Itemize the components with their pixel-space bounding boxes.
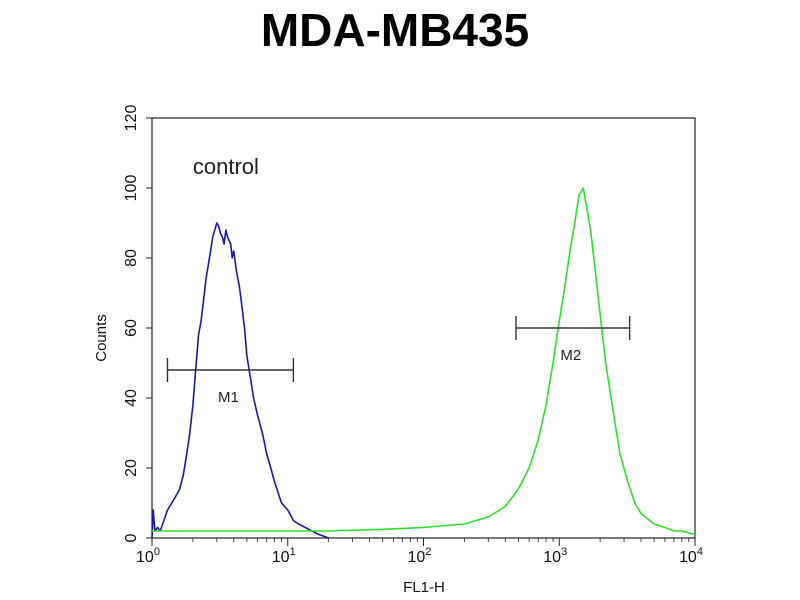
y-tick-label: 100	[123, 175, 140, 202]
histogram-series-2	[152, 187, 696, 536]
series-layer	[151, 187, 696, 539]
x-tick-exponent: 0	[154, 546, 160, 558]
x-tick-exponent: 4	[697, 546, 703, 558]
y-tick-label: 40	[123, 389, 140, 407]
y-tick-label: 20	[123, 459, 140, 477]
x-tick-base: 10	[543, 549, 561, 566]
y-axis-label: Counts	[93, 314, 110, 362]
gate-label: M1	[218, 389, 239, 406]
x-tick-base: 10	[679, 549, 697, 566]
x-axis-label: FL1-H	[403, 579, 445, 596]
x-tick-exponent: 3	[561, 546, 567, 558]
x-tick-label: 104	[679, 546, 703, 566]
x-tick-base: 10	[272, 549, 290, 566]
x-tick-exponent: 2	[425, 546, 431, 558]
control-annotation: control	[193, 154, 259, 179]
x-tick-exponent: 1	[290, 546, 296, 558]
x-tick-label: 103	[543, 546, 567, 566]
y-tick-label: 60	[123, 319, 140, 337]
y-tick-label: 0	[123, 533, 140, 542]
histogram-series-1	[151, 222, 329, 539]
x-tick-label: 100	[136, 546, 160, 566]
gate-label: M2	[560, 347, 581, 364]
gate-marker-m2: M2	[515, 316, 631, 364]
gate-marker-m1: M1	[166, 358, 295, 406]
gate-markers: M1 M2	[166, 316, 631, 406]
x-tick-label: 101	[272, 546, 296, 566]
y-tick-label: 80	[123, 249, 140, 267]
x-tick-base: 10	[408, 549, 426, 566]
y-tick-label: 120	[123, 105, 140, 132]
chart-title: MDA-MB435	[261, 4, 529, 56]
x-tick-base: 10	[136, 549, 154, 566]
x-tick-label: 102	[408, 546, 432, 566]
